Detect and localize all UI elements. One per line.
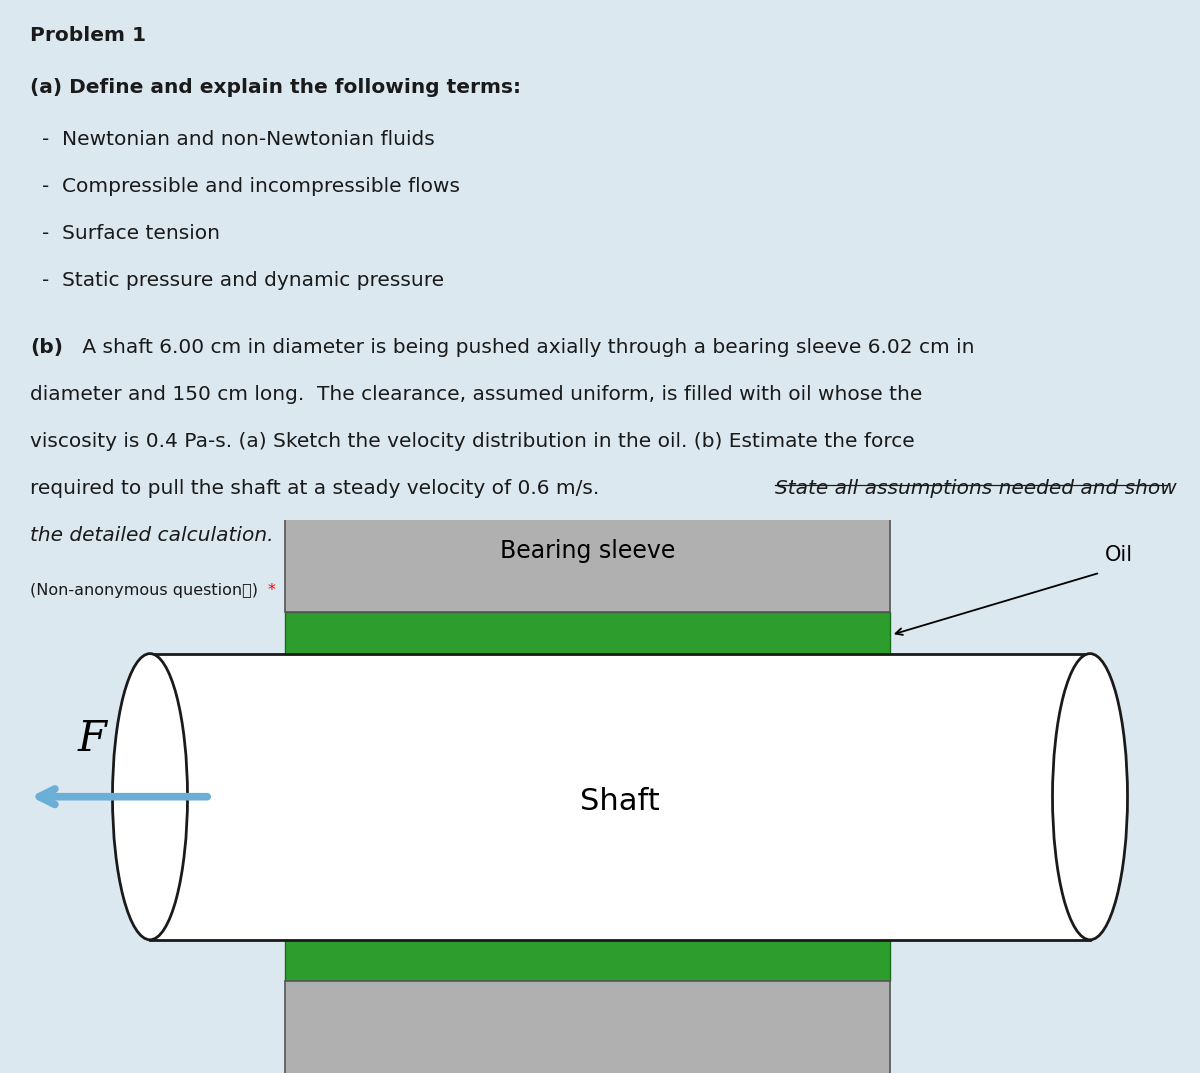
Bar (286, 613, 890, 653)
Text: F: F (78, 719, 107, 761)
Text: *: * (268, 583, 276, 598)
Text: -  Static pressure and dynamic pressure: - Static pressure and dynamic pressure (42, 270, 444, 290)
Text: (Non-anonymous questionⓘ): (Non-anonymous questionⓘ) (30, 583, 263, 598)
Text: State all assumptions needed and show: State all assumptions needed and show (775, 479, 1177, 498)
Text: Shaft: Shaft (580, 788, 660, 817)
Text: required to pull the shaft at a steady velocity of 0.6 m/s.: required to pull the shaft at a steady v… (30, 479, 599, 498)
Bar (286, 489, 890, 613)
Text: diameter and 150 cm long.  The clearance, assumed uniform, is filled with oil wh: diameter and 150 cm long. The clearance,… (30, 385, 923, 405)
Bar (150, 653, 1090, 940)
Text: -  Newtonian and non-Newtonian fluids: - Newtonian and non-Newtonian fluids (42, 130, 434, 149)
Text: Problem 1: Problem 1 (30, 26, 146, 45)
Bar (286, 940, 890, 981)
Text: -  Surface tension: - Surface tension (42, 224, 220, 242)
Bar (286, 981, 890, 1073)
Text: A shaft 6.00 cm in diameter is being pushed axially through a bearing sleeve 6.0: A shaft 6.00 cm in diameter is being pus… (76, 338, 974, 357)
Text: Oil: Oil (1105, 545, 1133, 565)
Text: -  Compressible and incompressible flows: - Compressible and incompressible flows (42, 177, 460, 196)
Ellipse shape (1052, 653, 1128, 940)
Text: viscosity is 0.4 Pa-s. (a) Sketch the velocity distribution in the oil. (b) Esti: viscosity is 0.4 Pa-s. (a) Sketch the ve… (30, 432, 914, 451)
Text: (a) Define and explain the following terms:: (a) Define and explain the following ter… (30, 78, 521, 97)
Text: the detailed calculation.: the detailed calculation. (30, 526, 274, 545)
Text: (b): (b) (30, 338, 64, 357)
Ellipse shape (113, 653, 187, 940)
Text: Bearing sleeve: Bearing sleeve (500, 539, 676, 562)
